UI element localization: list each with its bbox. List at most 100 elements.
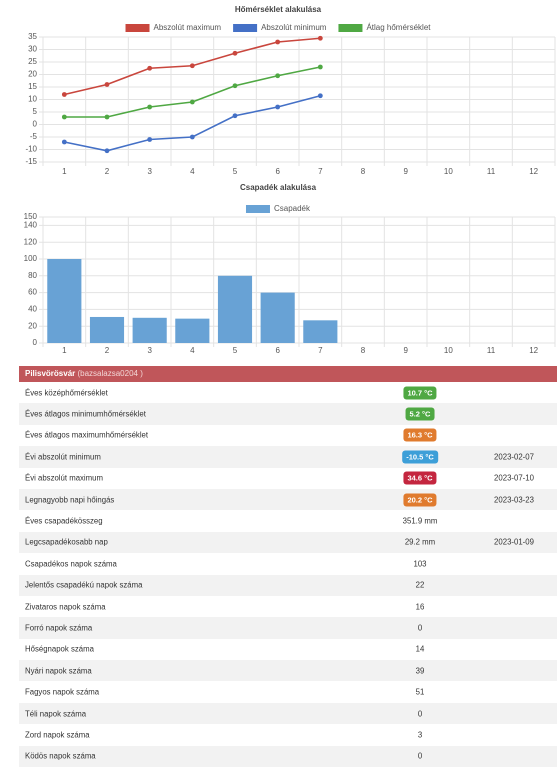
x-tick-label: 7	[318, 167, 323, 176]
data-point	[61, 114, 67, 120]
legend-label: Abszolút maximum	[154, 23, 222, 32]
row-value-cell: 5.2 °C	[405, 407, 435, 421]
data-point	[317, 35, 323, 41]
value-badge: 16.3 °C	[403, 428, 437, 442]
row-label: Éves csapadékösszeg	[25, 516, 103, 526]
bar	[303, 320, 338, 343]
row-value-cell: -10.5 °C	[402, 450, 438, 464]
table-row: Téli napok száma 0	[19, 702, 557, 725]
table-row: Nyári napok száma 39	[19, 660, 557, 682]
row-date: 2023-02-07	[494, 452, 534, 462]
table-row: Zord napok száma 3	[19, 724, 557, 745]
y-tick-label: 10	[28, 95, 37, 104]
row-date: 2023-07-10	[494, 473, 534, 483]
y-tick-label: 30	[28, 45, 37, 54]
row-value-cell: 0	[417, 751, 423, 761]
bar	[175, 318, 210, 343]
x-tick-label: 8	[361, 167, 366, 176]
y-tick-label: 150	[24, 212, 38, 221]
temperature-chart: Hőmérséklet alakulása Abszolút maximum Ab…	[25, 5, 556, 176]
precipitation-chart: Csapadék alakulása Csapadék 0 20 40 60 80 100 1…	[24, 183, 556, 355]
legend-label: Abszolút minimum	[261, 23, 327, 32]
row-value-cell: 16	[415, 602, 425, 612]
x-tick-label: 2	[105, 346, 110, 355]
data-point	[189, 99, 195, 105]
table-row: Legcsapadékosabb nap 29.2 mm 2023-01-09	[19, 531, 557, 554]
chart-title: Csapadék alakulása	[240, 183, 317, 192]
row-label: Éves átlagos minimumhőmérséklet	[25, 409, 146, 419]
row-value-cell: 22	[415, 580, 425, 590]
row-label: Téli napok száma	[25, 709, 87, 719]
y-tick-label: 80	[28, 271, 37, 280]
y-tick-label: -15	[25, 157, 37, 166]
row-value-cell: 0	[417, 623, 423, 633]
row-label: Éves átlagos maximumhőmérséklet	[25, 430, 149, 440]
y-tick-label: 140	[24, 221, 38, 230]
table-row: Éves középhőmérséklet 10.7 °C	[19, 382, 557, 403]
x-tick-label: 11	[487, 167, 496, 176]
bar	[132, 317, 167, 343]
row-date: 2023-03-23	[494, 495, 534, 505]
table-header: Pilisvörösvár (bazsalazsa0204 )	[19, 366, 557, 382]
data-point	[189, 134, 195, 140]
x-tick-label: 12	[529, 346, 538, 355]
row-label: Zord napok száma	[25, 730, 90, 740]
y-tick-label: 0	[33, 338, 38, 347]
y-tick-label: 15	[28, 82, 37, 91]
table-row: Hőségnapok száma 14	[19, 639, 557, 660]
stats-table: Pilisvörösvár (bazsalazsa0204 ) Éves köz…	[19, 366, 557, 768]
data-point	[317, 64, 323, 70]
data-point	[104, 82, 110, 87]
bar	[217, 275, 253, 343]
x-tick-label: 6	[275, 346, 280, 355]
table-row: Legnagyobb napi hőingás 20.2 °C 2023-03-23	[19, 488, 557, 511]
row-value-cell: 103	[413, 559, 427, 569]
legend-label: Csapadék	[274, 204, 311, 213]
x-tick-label: 7	[318, 346, 323, 355]
table-row: Zivataros napok száma 16	[19, 596, 557, 617]
data-point	[147, 65, 153, 71]
data-point	[61, 92, 67, 97]
row-label: Hőségnapok száma	[25, 644, 94, 654]
x-tick-label: 4	[190, 346, 195, 355]
row-value-cell: 39	[415, 666, 425, 676]
row-value-cell: 0	[417, 709, 423, 719]
row-value-cell: 351.9 mm	[402, 516, 438, 526]
bar	[47, 259, 82, 343]
x-tick-label: 9	[403, 346, 408, 355]
x-tick-label: 10	[444, 346, 453, 355]
data-point	[232, 113, 238, 119]
row-label: Évi abszolút minimum	[25, 452, 101, 462]
row-value-cell: 16.3 °C	[403, 428, 437, 442]
data-point	[189, 63, 195, 69]
x-tick-label: 9	[403, 167, 408, 176]
data-point	[232, 83, 238, 89]
row-label: Jelentős csapadékú napok száma	[25, 580, 143, 590]
table-row: Ködös napok száma 0	[19, 745, 557, 768]
y-tick-label: 20	[28, 321, 37, 330]
y-tick-label: 60	[28, 288, 37, 297]
value-badge: 5.2 °C	[405, 407, 435, 421]
data-point	[147, 104, 153, 110]
value-badge: 34.6 °C	[403, 471, 437, 485]
y-tick-label: 100	[24, 254, 38, 263]
row-label: Évi abszolút maximum	[25, 473, 103, 483]
table-row: Csapadékos napok száma 103	[19, 553, 557, 574]
table-row: Éves csapadékösszeg 351.9 mm	[19, 510, 557, 531]
y-tick-label: 20	[28, 70, 37, 79]
row-date: 2023-01-09	[494, 537, 534, 547]
legend-swatch	[338, 24, 363, 32]
x-tick-label: 3	[147, 346, 152, 355]
row-label: Éves középhőmérséklet	[25, 388, 108, 398]
row-label: Forró napok száma	[25, 623, 93, 633]
bar	[260, 292, 295, 343]
data-point	[275, 39, 281, 45]
row-value-cell: 20.2 °C	[403, 493, 437, 507]
data-point	[317, 93, 323, 99]
row-label: Ködös napok száma	[25, 751, 96, 761]
table-row: Évi abszolút minimum -10.5 °C 2023-02-07	[19, 446, 557, 468]
legend-label: Átlag hőmérséklet	[366, 23, 431, 32]
data-point	[61, 139, 67, 145]
x-tick-label: 2	[105, 167, 110, 176]
